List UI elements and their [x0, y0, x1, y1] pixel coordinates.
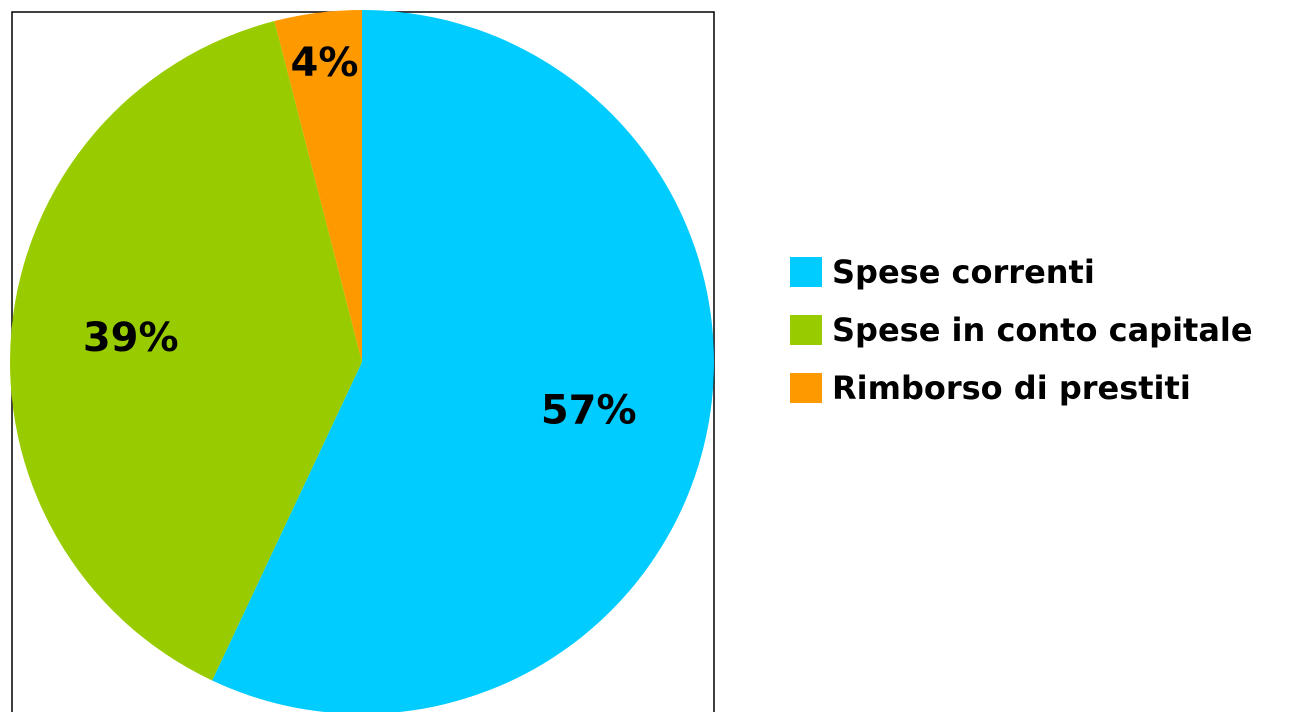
legend-swatch — [790, 257, 822, 287]
legend-swatch — [790, 373, 822, 403]
data-label: 57% — [541, 388, 637, 434]
legend-label: Spese correnti — [832, 253, 1095, 291]
pie-slice — [9, 21, 363, 681]
legend-label: Rimborso di prestiti — [832, 369, 1191, 407]
data-label: 39% — [83, 315, 179, 361]
data-label: 4% — [291, 40, 359, 86]
legend-swatch — [790, 315, 822, 345]
pie-slice — [274, 10, 362, 362]
legend-label: Spese in conto capitale — [832, 311, 1253, 349]
pie-slice — [212, 10, 714, 712]
